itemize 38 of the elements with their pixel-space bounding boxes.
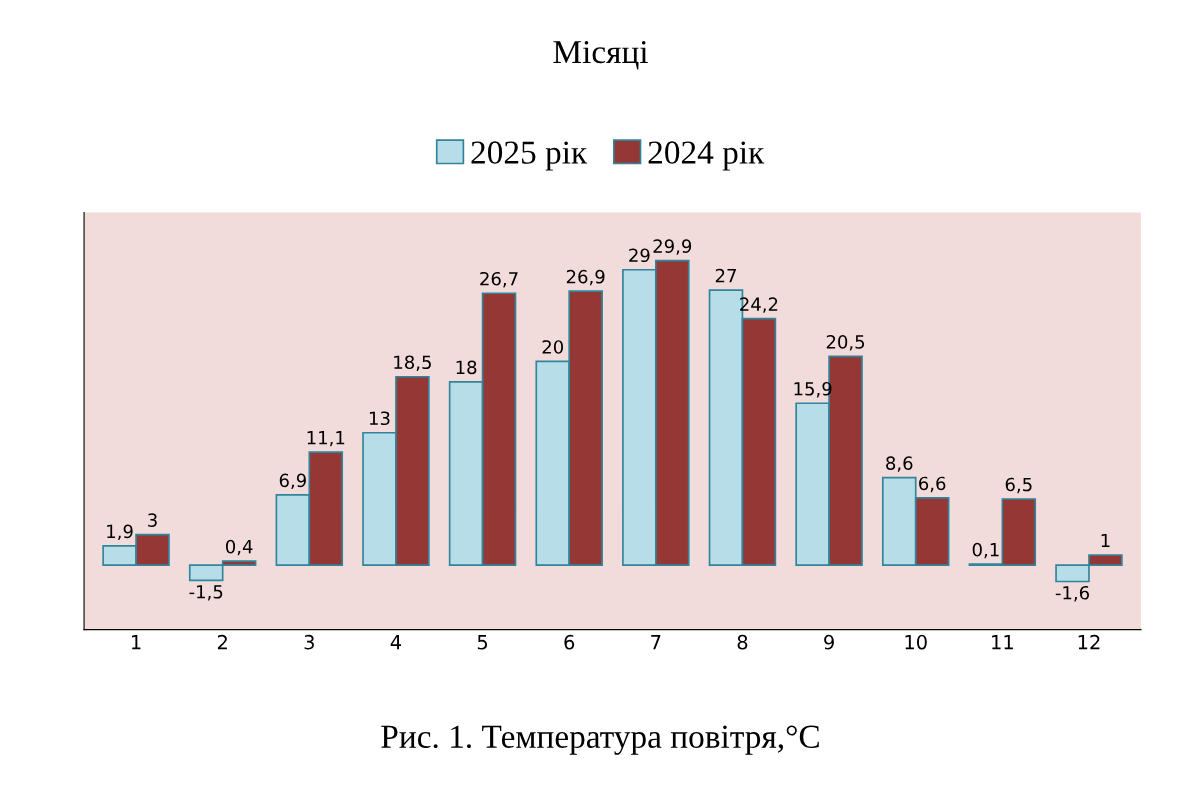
x-tick-label: 2 bbox=[217, 634, 227, 650]
x-tick-label: 7 bbox=[651, 635, 661, 650]
data-label: 18 bbox=[456, 360, 477, 375]
text: Рис. 1. Температура повітря,°С bbox=[381, 725, 819, 755]
data-label: 26,7 bbox=[480, 271, 518, 288]
x-tick-label: 5 bbox=[477, 635, 488, 650]
chart-title: Місяці bbox=[553, 40, 648, 70]
data-label: 11,1 bbox=[307, 431, 345, 447]
data-label: 6,5 bbox=[1005, 477, 1032, 494]
data-label: 0,1 bbox=[972, 542, 999, 559]
x-tick-label: 8 bbox=[737, 634, 748, 650]
x-tick-label: 12 bbox=[1078, 634, 1100, 650]
data-label: 0,4 bbox=[225, 539, 253, 556]
x-tick-label: 9 bbox=[824, 634, 834, 650]
data-label: 6,6 bbox=[919, 476, 946, 493]
data-label: 1,9 bbox=[107, 524, 133, 540]
data-label: 18,5 bbox=[394, 355, 431, 371]
data-label: 1 bbox=[1101, 533, 1110, 548]
data-label: 3 bbox=[148, 513, 157, 527]
legend-label: 2025 рік bbox=[471, 141, 588, 171]
data-label: 6,9 bbox=[279, 473, 306, 490]
legend-label: 2024 рік bbox=[648, 141, 765, 171]
data-label: 29,9 bbox=[653, 239, 692, 255]
x-tick-label: 10 bbox=[905, 634, 927, 650]
data-label: 20,5 bbox=[826, 335, 865, 351]
data-label: -1,5 bbox=[189, 585, 223, 601]
data-label: 20 bbox=[542, 340, 564, 354]
data-label: 8,6 bbox=[886, 456, 913, 472]
data-label: 13 bbox=[369, 411, 390, 426]
x-tick-label: 3 bbox=[304, 634, 314, 650]
x-tick-label: 11 bbox=[992, 635, 1013, 650]
data-label: 26,9 bbox=[566, 269, 605, 286]
x-tick-label: 6 bbox=[564, 634, 575, 650]
data-label: -1,6 bbox=[1055, 585, 1089, 602]
data-label: 29 bbox=[629, 248, 650, 263]
data-label: 27 bbox=[715, 268, 736, 283]
x-tick-label: 4 bbox=[390, 635, 402, 650]
x-tick-label: 1 bbox=[132, 635, 141, 650]
